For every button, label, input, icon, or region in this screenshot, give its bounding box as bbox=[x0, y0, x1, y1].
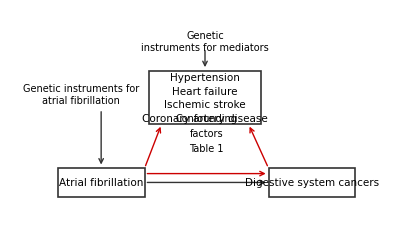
FancyBboxPatch shape bbox=[268, 169, 355, 197]
FancyBboxPatch shape bbox=[58, 169, 144, 197]
Text: Confounding
factors
Table 1: Confounding factors Table 1 bbox=[176, 114, 238, 153]
Text: Genetic instruments for
atrial fibrillation: Genetic instruments for atrial fibrillat… bbox=[23, 84, 139, 105]
FancyBboxPatch shape bbox=[149, 71, 261, 124]
Text: Atrial fibrillation: Atrial fibrillation bbox=[59, 178, 143, 188]
Text: Hypertension
Heart failure
Ischemic stroke
Coronary artery disease: Hypertension Heart failure Ischemic stro… bbox=[142, 73, 268, 123]
Text: Digestive system cancers: Digestive system cancers bbox=[245, 178, 379, 188]
Text: Genetic
instruments for mediators: Genetic instruments for mediators bbox=[141, 31, 269, 52]
